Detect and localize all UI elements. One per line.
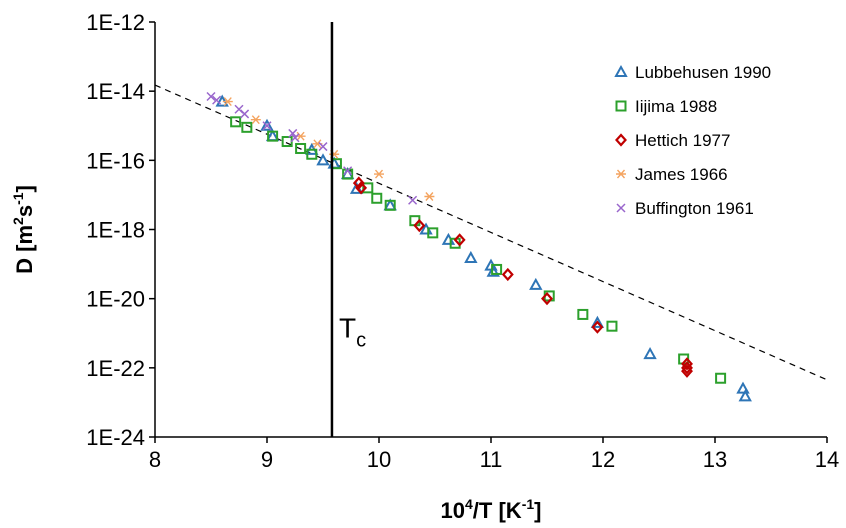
legend-label: Buffington 1961	[635, 199, 754, 218]
legend-label: Lubbehusen 1990	[635, 63, 771, 82]
data-point	[362, 182, 374, 194]
data-point	[374, 169, 384, 179]
y-axis-title-text1: D [m	[12, 225, 37, 274]
data-point	[464, 250, 478, 263]
data-point	[295, 142, 307, 154]
data-point	[260, 118, 274, 131]
data-point	[681, 361, 693, 375]
legend-marker	[616, 169, 626, 179]
legend: Lubbehusen 1990 Iijima 1988 Hettich 1977 Ja…	[614, 63, 771, 218]
x-tick-label: 14	[815, 447, 839, 472]
data-point	[316, 153, 330, 166]
y-tick-label: 1E-12	[86, 10, 145, 35]
data-point	[318, 142, 328, 152]
y-axis-title-sup1: 2	[10, 217, 26, 225]
legend-marker	[615, 100, 627, 112]
legend-marker	[616, 203, 626, 213]
x-tick-label: 8	[149, 447, 161, 472]
data-point	[343, 166, 353, 176]
y-axis-title-text2: s	[12, 205, 37, 217]
tc-label: Tc	[339, 313, 366, 352]
data-point	[206, 91, 216, 102]
data-point	[577, 308, 589, 320]
data-point	[250, 115, 261, 125]
data-point	[491, 263, 503, 275]
data-point	[212, 95, 222, 105]
x-tick-label: 11	[480, 447, 503, 472]
tc-label-sub: c	[356, 330, 366, 352]
data-point	[240, 109, 250, 119]
x-axis-title-rest: /T [K	[473, 498, 522, 523]
tc-label-main: T	[339, 313, 356, 344]
y-axis-title-sup2: -1	[10, 192, 26, 205]
legend-label: Hettich 1977	[635, 131, 730, 150]
data-point	[288, 128, 298, 138]
data-point	[424, 192, 435, 201]
data-point	[222, 97, 233, 107]
y-tick-label: 1E-14	[86, 79, 145, 104]
x-axis-title: 104/T [K-1]	[441, 496, 542, 523]
legend-marker	[615, 133, 627, 147]
data-point	[355, 181, 368, 195]
data-point	[342, 168, 354, 180]
data-point	[427, 227, 439, 239]
data-point	[413, 218, 426, 233]
series-hettich-1977	[352, 176, 693, 378]
data-point	[352, 176, 365, 190]
data-point	[501, 267, 514, 282]
y-tick-label: 1E-24	[86, 425, 145, 450]
data-point	[681, 364, 693, 378]
data-point	[306, 148, 318, 160]
y-axis-title: D [m2s-1]	[10, 185, 37, 274]
data-point	[738, 389, 752, 402]
x-axis-title-end: ]	[534, 498, 541, 523]
x-tick-label: 13	[703, 447, 727, 472]
data-point	[643, 347, 657, 360]
x-tick-label: 12	[591, 447, 615, 472]
x-axis-title-base: 10	[441, 498, 465, 523]
y-tick-label: 1E-16	[86, 148, 145, 173]
data-point	[290, 133, 300, 143]
data-point	[590, 315, 605, 328]
data-point	[736, 381, 750, 394]
data-point	[715, 372, 727, 384]
fit-line	[154, 84, 828, 381]
data-point	[486, 264, 500, 277]
y-tick-label: 1E-18	[86, 218, 145, 243]
data-point	[408, 195, 418, 205]
legend-label: Iijima 1988	[635, 97, 717, 116]
x-tick-label: 9	[261, 447, 273, 472]
data-point	[681, 357, 693, 371]
series-iijima-1988	[230, 116, 727, 384]
data-points	[206, 91, 752, 402]
data-point	[453, 233, 466, 247]
fit-line-group	[154, 84, 828, 381]
data-point	[267, 130, 279, 142]
x-axis-title-sup: 4	[465, 496, 473, 512]
axes: 1E-12 1E-14 1E-16 1E-18 1E-20 1E-22 1E-248 9 10 1…	[86, 10, 839, 472]
axis-titles: 104/T [K-1]D [m2s-1]	[10, 185, 541, 523]
y-tick-label: 1E-22	[86, 356, 145, 381]
series-buffington-1961	[206, 91, 418, 205]
y-axis-title-end: ]	[12, 185, 37, 192]
legend-marker	[614, 64, 628, 77]
x-tick-label: 10	[367, 447, 391, 472]
x-axis-title-unit_sup: -1	[522, 496, 535, 512]
data-point	[384, 199, 396, 211]
data-point	[606, 320, 618, 332]
data-point	[371, 192, 383, 204]
data-point	[541, 292, 553, 306]
series-james-1966	[222, 97, 435, 201]
data-point	[529, 277, 543, 290]
data-point	[262, 121, 272, 131]
data-point	[591, 320, 604, 334]
y-tick-label: 1E-20	[86, 287, 145, 312]
legend-label: James 1966	[635, 165, 728, 184]
data-point	[241, 121, 253, 133]
data-point	[230, 116, 242, 128]
annotations: Tc	[330, 22, 366, 437]
